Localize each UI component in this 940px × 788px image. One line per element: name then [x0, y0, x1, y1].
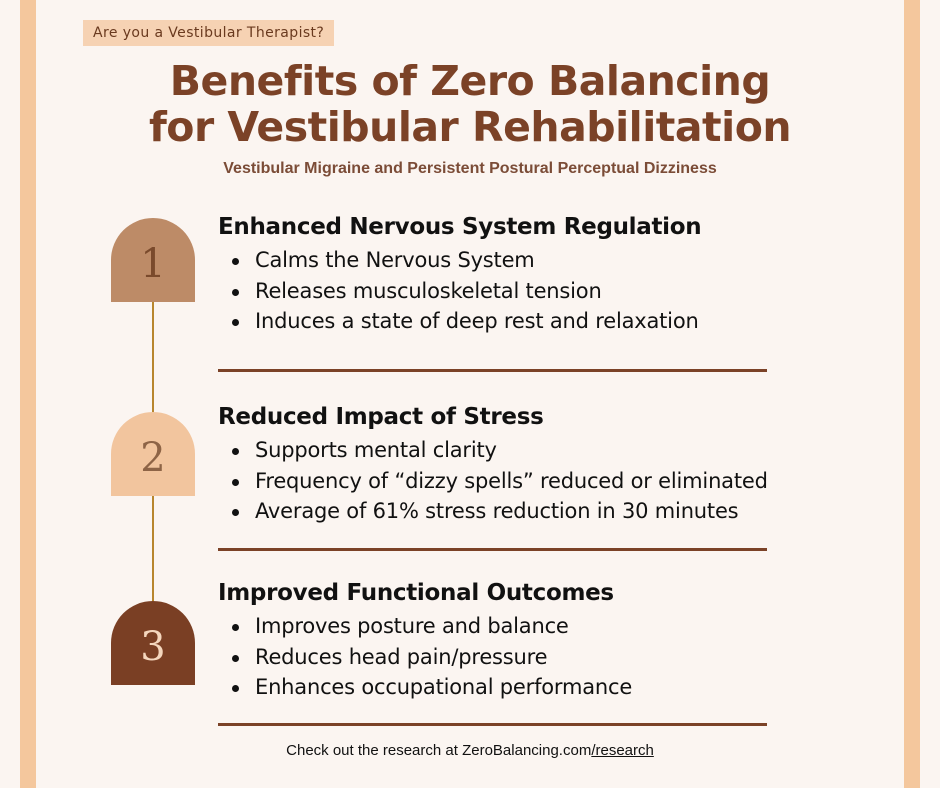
list-item: Releases musculoskeletal tension	[218, 276, 858, 307]
list-item-text: Frequency of “dizzy spells” reduced or e…	[255, 468, 768, 493]
bullet-icon	[232, 258, 239, 265]
section-heading: Enhanced Nervous System Regulation	[218, 214, 702, 240]
list-item: Supports mental clarity	[218, 435, 858, 466]
bullet-list: Calms the Nervous System Releases muscul…	[218, 245, 858, 337]
list-item-text: Reduces head pain/pressure	[255, 644, 548, 669]
list-item-text: Improves posture and balance	[255, 614, 569, 638]
list-item-text: Average of 61% stress reduction in 30 mi…	[255, 499, 739, 523]
section-heading: Improved Functional Outcomes	[218, 580, 614, 606]
step-badge-2: 2	[111, 412, 195, 496]
footer-text: Check out the research at ZeroBalancing.…	[286, 742, 592, 759]
right-border-stripe	[904, 0, 920, 788]
bullet-icon	[232, 288, 239, 296]
bullet-list: Supports mental clarity Frequency of “di…	[218, 435, 858, 527]
bullet-icon	[232, 509, 239, 516]
list-item: Frequency of “dizzy spells” reduced or e…	[218, 466, 858, 497]
section-nervous-system: Enhanced Nervous System Regulation Calms…	[218, 211, 858, 337]
bullet-icon	[232, 624, 239, 631]
section-heading: Reduced Impact of Stress	[218, 404, 544, 430]
bullet-list: Improves posture and balance Reduces hea…	[218, 611, 858, 703]
section-functional-outcomes: Improved Functional Outcomes Improves po…	[218, 577, 858, 703]
tagline-badge: Are you a Vestibular Therapist?	[83, 20, 335, 46]
bullet-icon	[232, 448, 239, 455]
list-item: Induces a state of deep rest and relaxat…	[218, 306, 858, 337]
section-divider	[218, 548, 767, 551]
section-divider	[218, 723, 767, 726]
left-border-stripe	[20, 0, 36, 788]
list-item-text: Releases musculoskeletal tension	[255, 278, 602, 303]
list-item-text: Enhances occupational performance	[255, 675, 633, 699]
list-item: Improves posture and balance	[218, 611, 858, 642]
list-item-text: Calms the Nervous System	[255, 248, 535, 272]
list-item: Enhances occupational performance	[218, 672, 858, 703]
bullet-icon	[232, 654, 239, 662]
footer-note: Check out the research at ZeroBalancing.…	[0, 742, 940, 759]
research-link[interactable]: /research	[591, 742, 654, 759]
title-line-2: for Vestibular Rehabilitation	[148, 103, 792, 151]
step-badge-3: 3	[111, 601, 195, 685]
title-line-1: Benefits of Zero Balancing	[169, 57, 771, 105]
section-divider	[218, 369, 767, 372]
list-item: Average of 61% stress reduction in 30 mi…	[218, 496, 858, 527]
section-stress: Reduced Impact of Stress Supports mental…	[218, 401, 858, 527]
list-item-text: Supports mental clarity	[255, 438, 497, 462]
step-badge-1: 1	[111, 218, 195, 302]
list-item: Calms the Nervous System	[218, 245, 858, 276]
page-subtitle: Vestibular Migraine and Persistent Postu…	[223, 160, 717, 177]
page-title: Benefits of Zero Balancing for Vestibula…	[0, 58, 940, 150]
bullet-icon	[232, 478, 239, 486]
bullet-icon	[232, 685, 239, 692]
list-item: Reduces head pain/pressure	[218, 642, 858, 673]
list-item-text: Induces a state of deep rest and relaxat…	[255, 309, 699, 333]
bullet-icon	[232, 319, 239, 326]
